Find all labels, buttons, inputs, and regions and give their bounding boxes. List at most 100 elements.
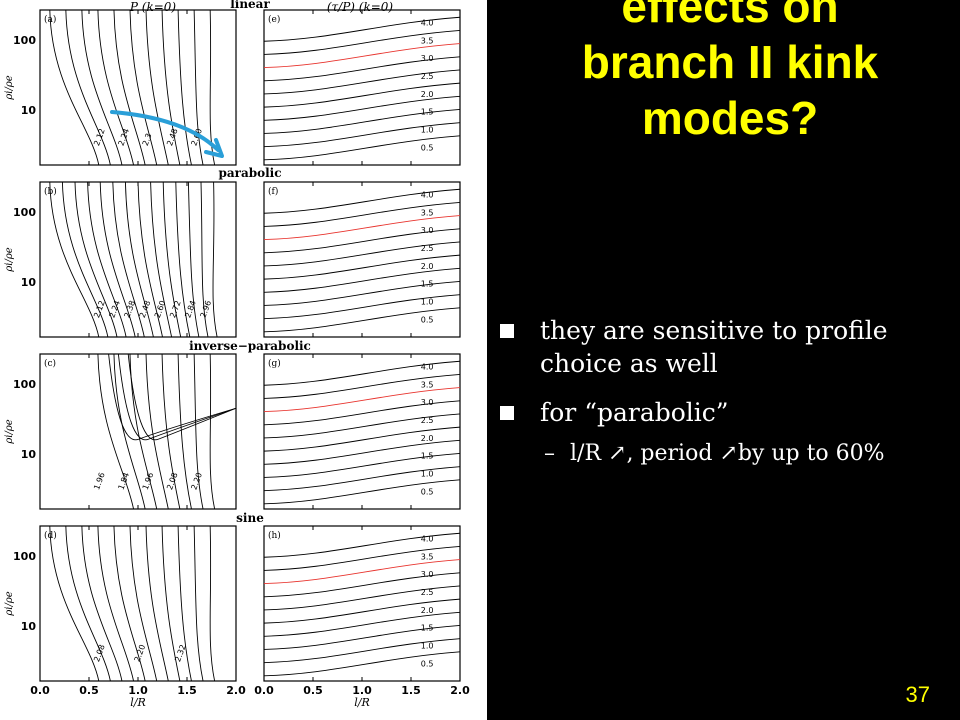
contour-line <box>263 413 461 439</box>
contour-line <box>263 387 461 413</box>
y-tick-label: 10 <box>21 104 37 117</box>
bullet-item: they are sensitive to profile choice as … <box>500 314 940 380</box>
contour-line <box>112 181 145 338</box>
x-tick-label: 0.0 <box>254 684 274 697</box>
contour-line <box>99 181 136 338</box>
y-tick-label: 100 <box>13 206 36 219</box>
contour-label: 3.5 <box>421 552 434 561</box>
contour-line <box>263 598 461 624</box>
contour-line <box>97 9 134 166</box>
contour-label: 1.84 <box>117 471 132 491</box>
contour-label: 2.12 <box>92 299 107 319</box>
y-tick-label: 10 <box>21 620 37 633</box>
contour-line <box>65 525 111 682</box>
contour-line <box>209 9 216 166</box>
contour-line <box>263 267 461 293</box>
arrow-head-icon <box>204 138 224 158</box>
contour-label: 1.0 <box>421 297 434 306</box>
title-line-1: effects on <box>621 0 839 32</box>
contour-line <box>161 525 181 682</box>
contour-line <box>263 122 461 148</box>
panel-label: (h) <box>268 530 281 541</box>
panel-label: (c) <box>44 358 56 369</box>
x-tick-label: 2.0 <box>450 684 470 697</box>
contour-label: 2.08 <box>92 643 107 663</box>
panel-label: (e) <box>268 14 280 25</box>
contour-line <box>162 181 182 338</box>
contour-line <box>263 439 461 465</box>
dash-bullet-icon: – <box>544 441 555 466</box>
contour-line <box>113 9 146 166</box>
contour-label: 2.0 <box>421 262 434 271</box>
contour-line <box>263 43 461 69</box>
x-tick-label: 1.5 <box>401 684 421 697</box>
contour-line <box>49 181 100 338</box>
contour-line <box>97 353 134 510</box>
contour-line <box>209 525 216 682</box>
contour-label: 1.5 <box>421 624 434 633</box>
column-title: P (k=0) <box>129 0 177 14</box>
contour-label: 4.0 <box>421 535 434 544</box>
contour-label: 3.5 <box>421 208 434 217</box>
contour-label: 2.48 <box>165 127 180 147</box>
bullet-item: for “parabolic” <box>500 396 940 429</box>
x-tick-label: 1.0 <box>352 684 372 697</box>
contour-line <box>145 525 169 682</box>
contour-label: 1.0 <box>421 641 434 650</box>
bullet-text: they are sensitive to profile choice as … <box>540 316 888 378</box>
contour-line <box>209 353 216 510</box>
contour-line <box>263 453 461 478</box>
x-tick-label: 0.5 <box>303 684 323 697</box>
contour-line <box>263 294 461 320</box>
contour-label: 3.5 <box>421 36 434 45</box>
contour-label: 2.08 <box>165 471 180 491</box>
contour-line <box>124 181 154 338</box>
contour-label: 2.0 <box>421 434 434 443</box>
contour-line <box>263 611 461 637</box>
contour-label: 2.5 <box>421 588 434 597</box>
contour-line <box>187 181 200 338</box>
contour-label: 2.48 <box>138 299 153 319</box>
contour-line <box>263 360 461 386</box>
contour-line <box>263 228 461 254</box>
contour-label: 3.5 <box>421 380 434 389</box>
contour-line <box>263 426 461 452</box>
contour-label: 2.5 <box>421 72 434 81</box>
bullet-list: they are sensitive to profile choice as … <box>500 314 940 468</box>
contour-line <box>263 215 461 241</box>
contour-line <box>61 181 109 338</box>
contour-line <box>263 56 461 82</box>
contour-line <box>65 9 111 166</box>
contour-line <box>263 95 461 121</box>
contour-line <box>74 181 118 338</box>
contour-label: 2.5 <box>421 416 434 425</box>
contour-label: 1.96 <box>92 471 107 491</box>
contour-line <box>263 466 461 492</box>
y-axis-label: ρi/ρe <box>4 591 15 616</box>
contour-label: 1.5 <box>421 452 434 461</box>
contour-line <box>113 525 146 682</box>
contour-line <box>145 353 169 510</box>
contour-label: 0.5 <box>421 487 434 496</box>
contour-line <box>263 241 461 267</box>
column-title: (τ/P) (k=0) <box>327 0 394 14</box>
contour-line <box>263 400 461 426</box>
slide-title: effects on branch II kink modes? <box>520 0 940 146</box>
x-axis-label: l/R <box>354 696 370 709</box>
profile-label: inverse−parabolic <box>189 339 311 353</box>
contour-line <box>263 625 461 650</box>
contour-label: 2.12 <box>92 127 107 147</box>
annotation-arrow-icon <box>110 110 220 152</box>
contour-line <box>263 16 461 42</box>
contour-line <box>113 353 146 510</box>
contour-line <box>117 353 237 441</box>
bullet-text: for “parabolic” <box>540 398 729 427</box>
contour-line <box>129 9 158 166</box>
x-tick-label: 2.0 <box>226 684 246 697</box>
contour-line <box>108 353 237 441</box>
contour-line <box>263 82 461 108</box>
contour-line <box>263 307 461 333</box>
contour-line <box>263 638 461 664</box>
square-bullet-icon <box>500 324 514 338</box>
contour-line <box>81 9 123 166</box>
